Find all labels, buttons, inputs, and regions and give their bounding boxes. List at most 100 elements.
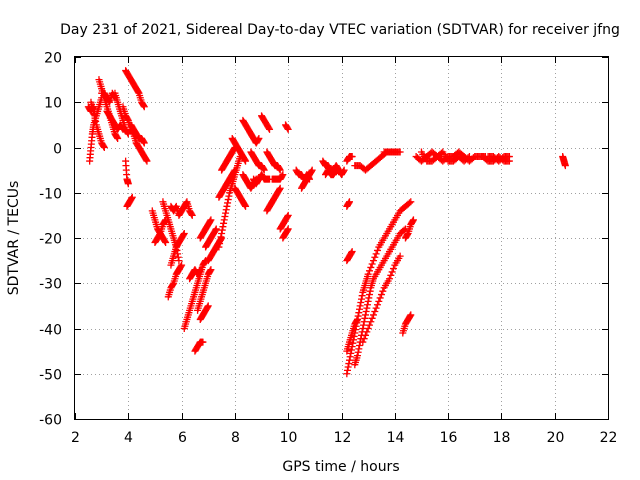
y-tick-label: -60 bbox=[39, 413, 62, 429]
data-point bbox=[369, 311, 377, 319]
data-point bbox=[348, 248, 356, 256]
data-point bbox=[345, 198, 353, 206]
data-point bbox=[369, 257, 377, 265]
data-point bbox=[364, 297, 372, 305]
data-point bbox=[363, 328, 371, 336]
y-tick-label: -50 bbox=[39, 368, 62, 384]
x-tick-label: 2 bbox=[71, 430, 80, 446]
data-point bbox=[354, 348, 362, 356]
data-point bbox=[355, 309, 363, 317]
x-tick-label: 20 bbox=[547, 430, 565, 446]
data-point bbox=[230, 167, 238, 175]
data-point bbox=[347, 249, 355, 257]
plot-frame bbox=[74, 56, 609, 420]
data-point bbox=[353, 352, 361, 360]
axis-ticks: 2 4 6 8 10 12 14 16 18 20 22 -60 -50 -40 -30 -20 -10 0 10 2… bbox=[39, 51, 617, 447]
data-point bbox=[241, 201, 249, 209]
data-point bbox=[221, 213, 229, 221]
data-point bbox=[373, 301, 381, 309]
data-points bbox=[84, 67, 569, 378]
data-point bbox=[365, 294, 373, 302]
x-tick-label: 18 bbox=[493, 430, 511, 446]
data-point bbox=[362, 308, 370, 316]
y-tick-label: -10 bbox=[39, 187, 62, 203]
data-point bbox=[216, 240, 224, 248]
data-point bbox=[344, 363, 352, 371]
data-point bbox=[355, 345, 363, 353]
data-point bbox=[284, 226, 292, 234]
data-point bbox=[364, 325, 372, 332]
data-point bbox=[114, 134, 122, 142]
data-point bbox=[91, 112, 99, 120]
data-point bbox=[201, 258, 209, 266]
data-point bbox=[358, 292, 366, 300]
y-tick-label: 20 bbox=[44, 51, 62, 67]
data-point bbox=[278, 172, 286, 180]
data-point bbox=[204, 302, 212, 310]
data-point bbox=[207, 216, 215, 224]
data-point bbox=[308, 167, 316, 175]
x-tick-label: 4 bbox=[124, 430, 133, 446]
data-point bbox=[156, 231, 164, 239]
data-point bbox=[464, 154, 472, 162]
data-point bbox=[357, 295, 365, 303]
data-point bbox=[161, 237, 169, 245]
data-point bbox=[242, 202, 250, 210]
data-point bbox=[220, 216, 228, 224]
data-point bbox=[134, 88, 142, 96]
data-point bbox=[359, 321, 367, 329]
x-tick-label: 22 bbox=[600, 430, 618, 446]
data-point bbox=[385, 275, 393, 283]
data-point bbox=[284, 124, 292, 132]
data-point bbox=[276, 185, 284, 193]
data-point bbox=[89, 104, 97, 112]
data-point bbox=[224, 196, 232, 204]
data-point bbox=[241, 156, 249, 164]
data-point bbox=[345, 199, 353, 207]
data-point bbox=[169, 280, 177, 288]
data-point bbox=[260, 165, 268, 173]
data-point bbox=[220, 219, 228, 227]
data-point bbox=[113, 133, 121, 141]
data-point bbox=[100, 142, 108, 150]
data-point bbox=[196, 266, 204, 274]
data-point bbox=[345, 356, 353, 364]
data-point bbox=[215, 243, 223, 251]
data-point bbox=[265, 124, 273, 132]
data-point bbox=[371, 308, 379, 316]
data-point bbox=[403, 231, 411, 239]
data-point bbox=[407, 198, 415, 206]
data-point bbox=[359, 338, 367, 346]
data-point bbox=[225, 192, 233, 200]
x-tick-label: 8 bbox=[231, 430, 240, 446]
data-point bbox=[365, 291, 373, 299]
data-point bbox=[388, 268, 396, 276]
data-point bbox=[284, 225, 292, 233]
data-point bbox=[361, 314, 369, 322]
data-point bbox=[409, 216, 417, 224]
data-point bbox=[140, 102, 148, 110]
data-point bbox=[276, 184, 284, 192]
data-point bbox=[206, 267, 214, 275]
data-point bbox=[188, 211, 196, 219]
data-point bbox=[343, 366, 351, 374]
data-point bbox=[356, 302, 364, 310]
x-axis-label: GPS time / hours bbox=[282, 459, 399, 475]
data-point bbox=[222, 206, 230, 214]
data-point bbox=[212, 226, 220, 234]
data-point bbox=[561, 162, 569, 170]
data-point bbox=[332, 167, 340, 175]
data-point bbox=[231, 166, 239, 174]
y-tick-label: -30 bbox=[39, 277, 62, 293]
y-tick-label: 0 bbox=[53, 142, 62, 158]
y-tick-label: 10 bbox=[44, 96, 62, 112]
data-point bbox=[174, 253, 182, 261]
data-point bbox=[216, 236, 224, 244]
data-point bbox=[279, 171, 287, 179]
data-point bbox=[371, 253, 379, 261]
data-point bbox=[355, 305, 363, 313]
data-point bbox=[345, 360, 353, 368]
data-point bbox=[377, 291, 385, 299]
data-point bbox=[217, 233, 225, 241]
